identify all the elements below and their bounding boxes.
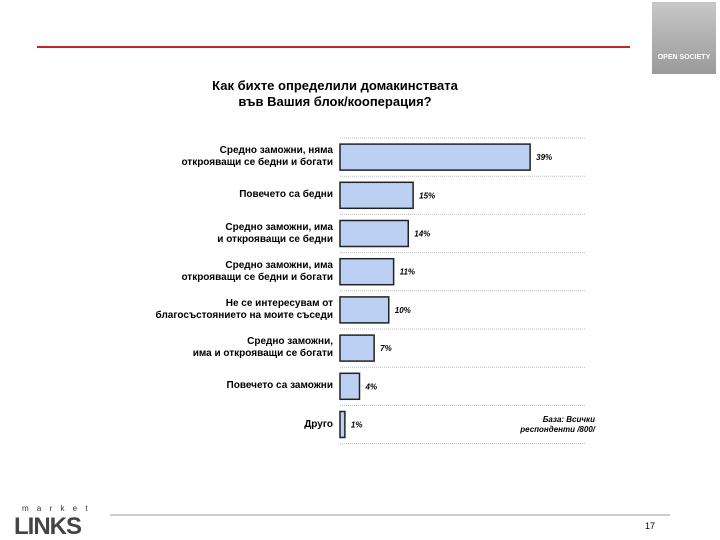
category-label: Средно заможни, има и открояващи се бедн… (217, 221, 333, 245)
value-label: 1% (351, 421, 363, 430)
value-label: 39% (536, 153, 552, 162)
category-label: Средно заможни, няма открояващи се бедни… (181, 145, 333, 169)
category-label: Повечето са бедни (239, 189, 333, 201)
bar (339, 410, 346, 439)
category-label: Не се интересувам от благосъстоянието на… (155, 297, 333, 321)
value-label: 4% (365, 382, 378, 391)
bar (339, 372, 361, 401)
bar (339, 334, 375, 362)
bar (339, 296, 390, 324)
value-label: 11% (400, 268, 415, 277)
corner-logo: OPEN SOCIETY (652, 2, 716, 74)
category-label: Средно заможни, има открояващи се бедни … (181, 259, 333, 283)
value-label: 10% (395, 306, 411, 315)
value-label: 14% (414, 230, 430, 239)
logo-text: LINKS (14, 513, 82, 540)
logo-text: m a r k e t (22, 504, 91, 513)
value-label: 7% (380, 344, 392, 353)
bar (339, 181, 414, 210)
note: База: Всички респонденти /800/ (520, 415, 595, 434)
value-label: 15% (419, 191, 435, 200)
category-label: Повечето са заможни (226, 380, 333, 392)
bar (339, 143, 531, 171)
page-number: 17 (645, 521, 656, 531)
category-label: Средно заможни, има и открояващи се бога… (192, 336, 333, 360)
chart-title: Как бихте определили домакинствата във В… (212, 78, 458, 109)
category-label: Друго (304, 418, 333, 430)
bar (339, 257, 395, 286)
bar (339, 219, 409, 248)
